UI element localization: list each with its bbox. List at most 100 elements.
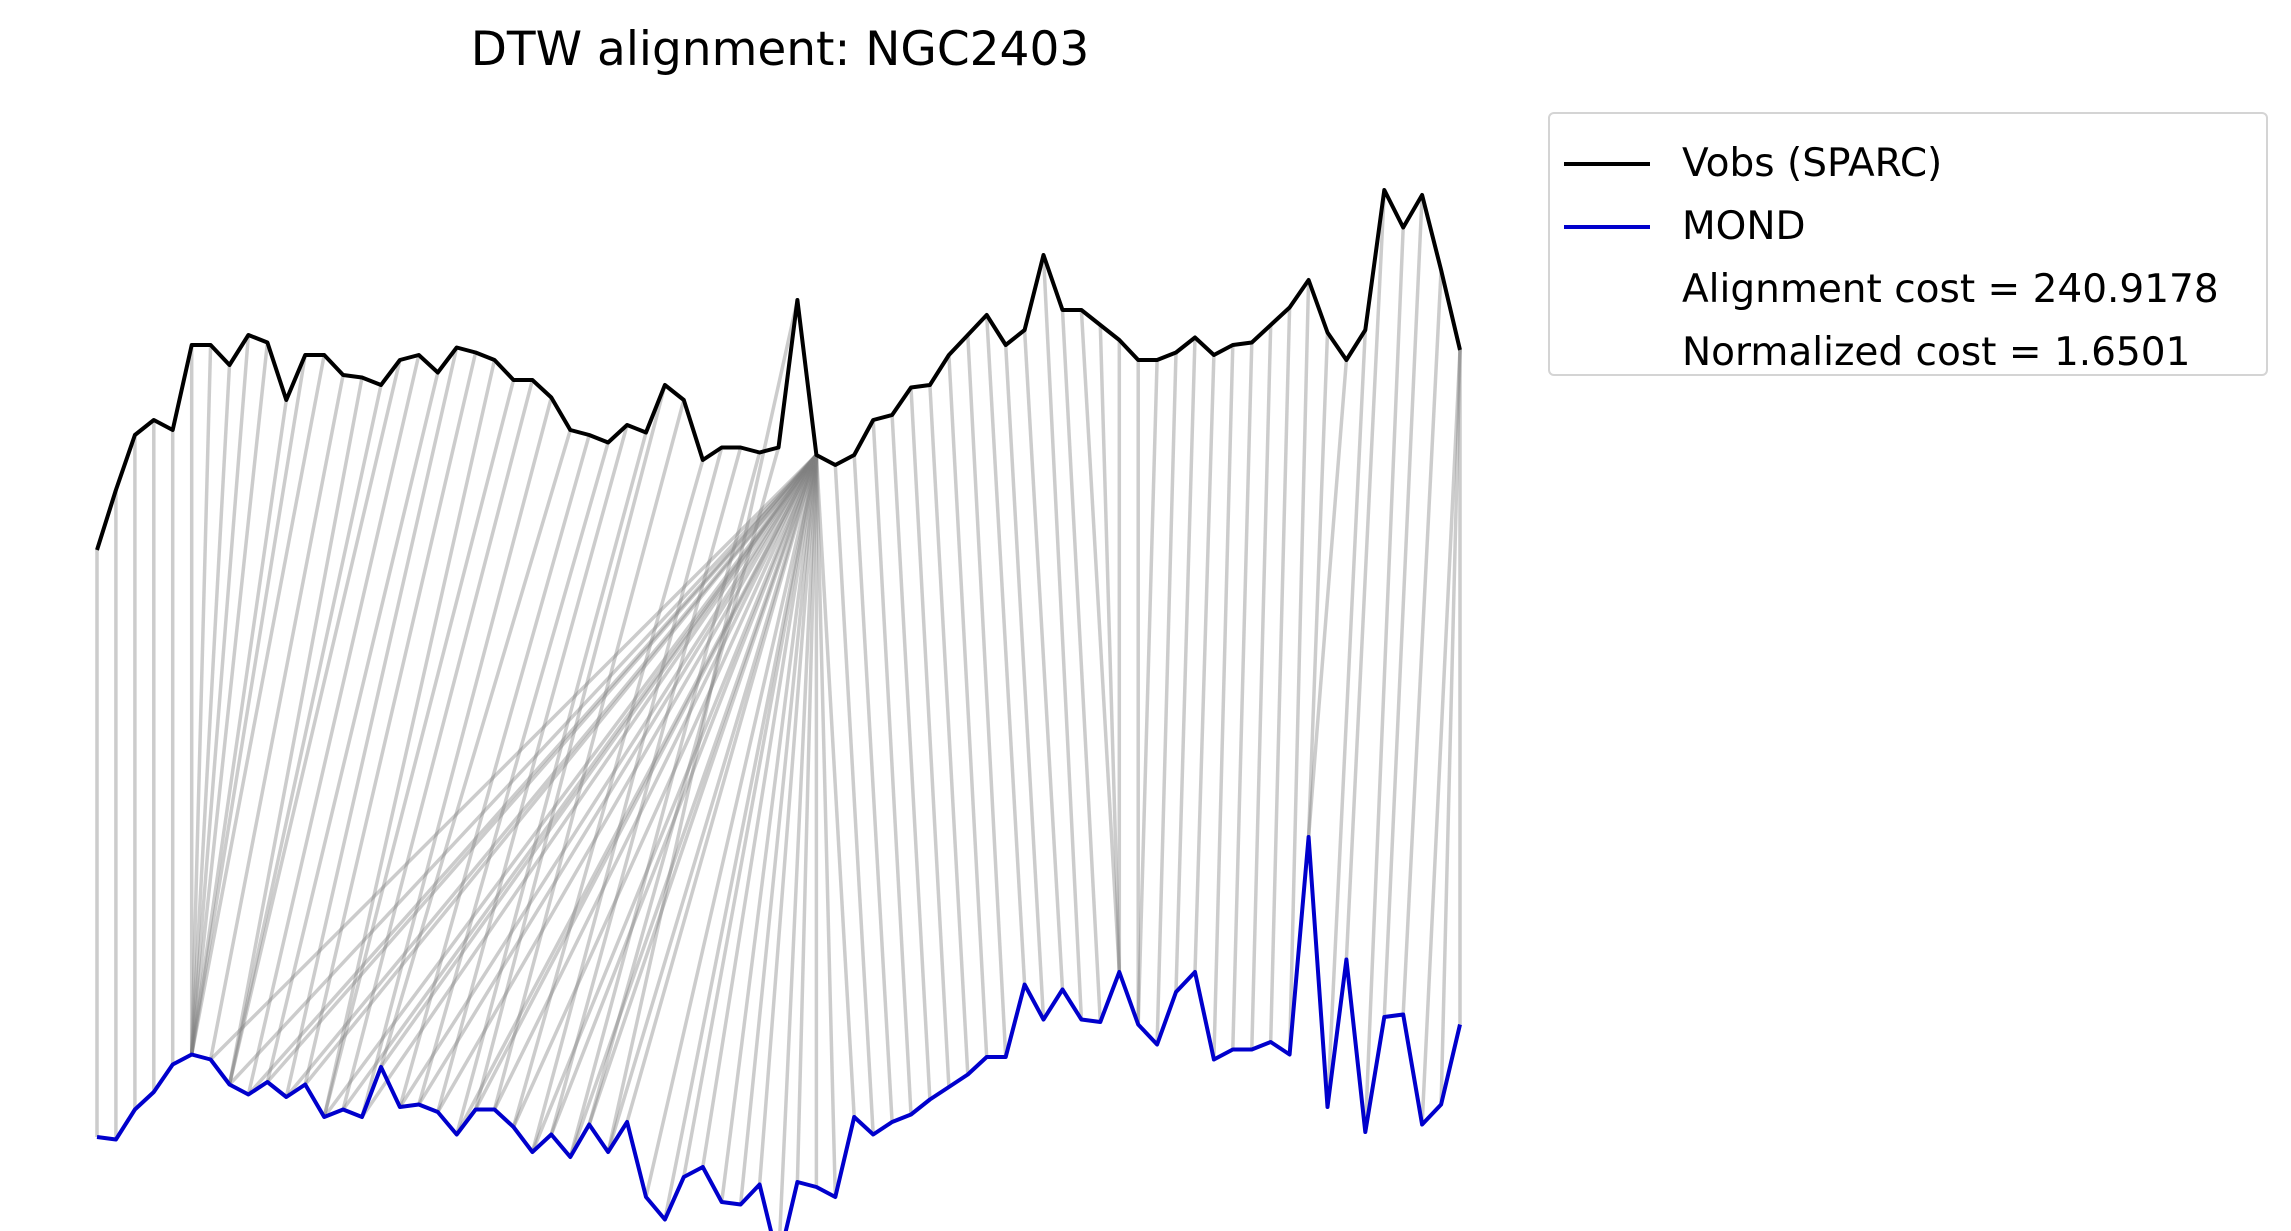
alignment-connector-33 [530,447,724,1153]
alignment-connector-69 [795,454,819,1183]
vobs-legend-label: Vobs (SPARC) [1682,141,1943,186]
alignment-connector-107 [1439,349,1462,1105]
alignment-connector-43 [303,453,818,1086]
alignment-connector-68 [778,454,819,1231]
alignment-connector-22 [322,379,516,1118]
alignment-connector-21 [322,359,497,1118]
alignment-connector-7 [189,364,232,1055]
alignment-connector-99 [1306,332,1330,838]
alignment-connector-15 [227,384,383,1085]
alignment-connector-48 [398,454,818,1108]
alignment-connector-29 [455,432,648,1135]
alignment-connector-14 [227,377,364,1085]
alignment-connector-16 [227,359,402,1085]
alignment-connector-103 [1363,227,1405,1133]
alignment-connector-71 [814,454,838,1198]
alignment-connector-63 [682,454,819,1178]
alignment-connector-85 [1060,309,1103,1023]
alignment-connector-6 [189,344,213,1055]
alignment-connector-67 [757,454,819,1185]
mond-legend-swatch [1564,225,1650,229]
vobs-series-line [95,188,1462,551]
alignment-connectors [95,189,1462,1231]
alignment-connector-30 [473,384,667,1110]
alignment-connector-65 [719,454,819,1203]
alignment-connector-55 [530,454,819,1153]
alignment-connector-64 [701,454,819,1168]
alignment-connector-104 [1382,194,1424,1018]
alignment-connector-97 [1268,307,1292,1043]
alignment-connector-74 [852,454,894,1123]
alignment-connector-13 [208,374,345,1060]
normalized-cost-label: Normalized cost = 1.6501 [1682,330,2191,375]
alignment-connector-76 [890,414,932,1100]
alignment-connector-59 [606,454,819,1153]
alignment-connector-8 [189,334,251,1055]
alignment-connector-72 [814,454,856,1118]
alignment-connector-53 [492,454,818,1111]
alignment-connector-20 [303,352,478,1085]
alignment-connector-84 [1041,254,1084,1020]
alignment-connector-66 [738,454,819,1205]
alignment-connector-50 [436,454,818,1113]
alignment-connector-80 [966,334,1008,1058]
alignment-connector-12 [189,354,326,1055]
alignment-connector-101 [1325,329,1368,1108]
alignment-connector-90 [1136,359,1159,1025]
alignment-cost-label: Alignment cost = 240.9178 [1682,267,2219,312]
alignment-connector-42 [284,453,818,1099]
alignment-connector-47 [379,453,818,1069]
alignment-connector-94 [1212,344,1235,1060]
alignment-connector-10 [189,399,289,1055]
alignment-connector-57 [568,454,819,1158]
alignment-connector-41 [266,453,818,1084]
mond-series-line [96,835,1462,1231]
alignment-connector-93 [1193,354,1216,973]
alignment-connector-79 [947,354,989,1058]
alignment-connector-83 [1022,329,1065,990]
alignment-connector-19 [284,347,459,1098]
alignment-connector-54 [511,454,818,1128]
alignment-connector-44 [322,453,818,1119]
alignment-connector-61 [644,454,819,1198]
alignment-connector-51 [455,454,818,1136]
alignment-connector-17 [246,354,421,1095]
alignment-connector-91 [1155,352,1178,1045]
alignment-connector-86 [1079,309,1122,973]
alignment-connector-27 [417,442,610,1105]
alignment-connector-95 [1231,342,1254,1050]
alignment-connector-36 [587,447,781,1125]
alignment-connector-82 [1003,344,1046,1020]
alignment-connector-23 [341,379,535,1110]
chart-title: DTW alignment: NGC2403 [470,22,1090,77]
legend: Vobs (SPARC) MOND Alignment cost = 240.9… [1548,112,2268,376]
alignment-connector-75 [871,419,913,1115]
alignment-connector-40 [247,453,818,1096]
alignment-connector-25 [379,429,572,1068]
mond-legend-label: MOND [1682,204,1806,249]
alignment-connector-35 [568,452,762,1158]
alignment-connector-9 [189,342,270,1055]
alignment-connector-34 [549,447,743,1135]
alignment-connector-37 [606,299,800,1153]
alignment-connector-81 [984,314,1027,985]
alignment-connector-92 [1174,337,1197,993]
alignment-connector-77 [909,387,951,1088]
alignment-connector-45 [341,453,818,1111]
alignment-connector-106 [1420,349,1462,1125]
alignment-connector-62 [663,454,819,1220]
alignment-connector-87 [1098,324,1122,973]
alignment-connector-100 [1306,359,1349,838]
alignment-connector-24 [360,397,553,1118]
vobs-legend-swatch [1564,162,1650,166]
alignment-connector-58 [587,454,819,1126]
alignment-connector-49 [417,454,818,1106]
alignment-connector-39 [228,453,818,1086]
alignment-connector-46 [360,454,818,1118]
alignment-connector-96 [1250,324,1273,1050]
alignment-connector-60 [625,454,819,1123]
alignment-connector-78 [928,384,970,1075]
alignment-connector-52 [474,454,818,1111]
alignment-connector-73 [833,464,875,1135]
